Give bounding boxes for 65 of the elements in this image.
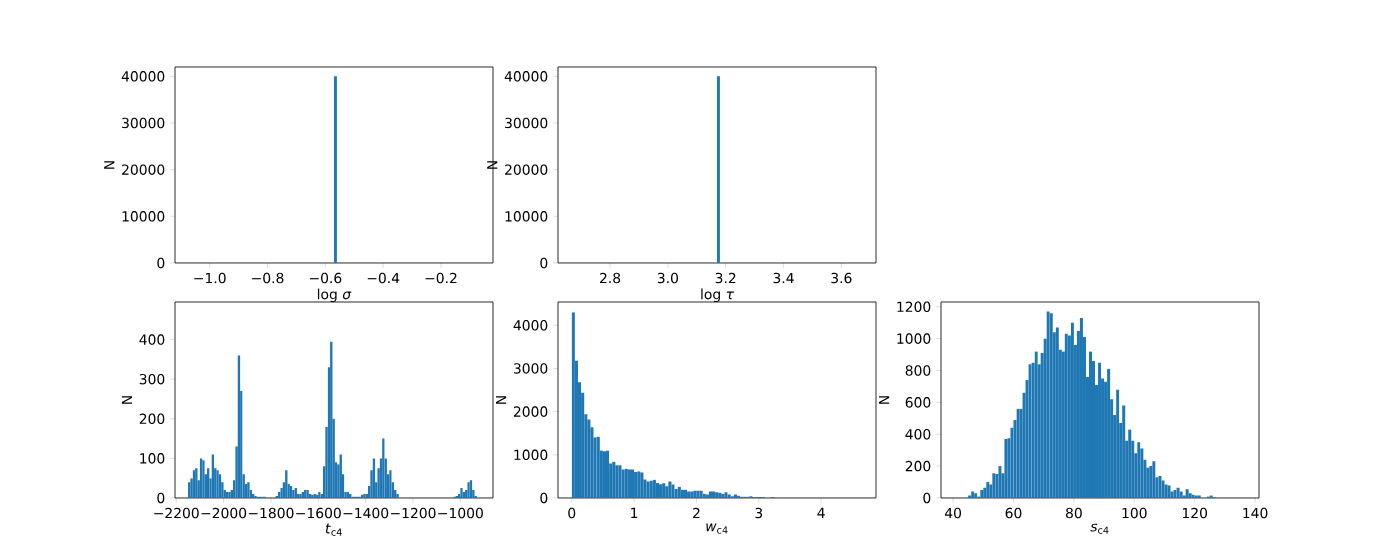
y-tick-label: 3000: [513, 363, 548, 374]
x-tick-label: 2: [693, 507, 700, 519]
y-tick-label: 10000: [505, 211, 548, 222]
x-tick-label: −0.6: [309, 272, 342, 284]
x-tick-label: −1600: [296, 507, 341, 519]
y-tick-label: 1000: [514, 449, 548, 461]
y-axis-title: N: [487, 161, 498, 169]
y-tick-label: 200: [905, 460, 931, 472]
y-tick-label: 0: [540, 257, 548, 269]
x-tick-label: 80: [1065, 507, 1082, 519]
y-tick-label: 100: [140, 453, 165, 464]
y-axis-title: N: [879, 396, 890, 404]
y-tick-label: 0: [923, 492, 931, 504]
x-axis-title: s$_{c4}$: [1090, 523, 1109, 534]
x-tick-label: −0.8: [252, 272, 284, 284]
y-tick-label: 40000: [121, 71, 165, 82]
y-tick-label: 10000: [122, 211, 165, 222]
y-tick-label: 4000: [513, 320, 548, 331]
y-tick-label: 800: [905, 365, 931, 376]
y-tick-label: 30000: [122, 117, 165, 129]
x-tick-label: 3.4: [773, 272, 794, 284]
x-tick-label: 100: [1122, 507, 1147, 519]
y-tick-label: 2000: [513, 406, 548, 417]
x-tick-label: 120: [1182, 507, 1208, 519]
y-tick-label: 1000: [897, 333, 931, 344]
x-tick-label: 140: [1243, 507, 1268, 519]
x-tick-label: 1: [631, 507, 638, 518]
x-tick-label: 3.6: [831, 272, 852, 284]
x-tick-label: −1400: [343, 507, 389, 519]
x-tick-label: −1200: [390, 507, 436, 519]
x-tick-label: −2200: [154, 507, 199, 519]
x-tick-label: 3: [755, 507, 763, 519]
x-tick-label: 3.0: [657, 272, 678, 284]
x-tick-label: 40: [944, 507, 962, 519]
x-axis-title: w$_{c4}$: [706, 523, 728, 534]
x-axis-title: log τ: [701, 288, 735, 303]
x-tick-label: −2000: [201, 507, 247, 519]
y-tick-label: 600: [905, 397, 931, 408]
x-tick-label: 60: [1005, 507, 1022, 519]
x-axis-title: log σ: [317, 288, 352, 303]
x-tick-label: 3.2: [715, 272, 736, 284]
x-tick-label: −0.4: [367, 272, 400, 284]
y-axis-title: N: [121, 396, 132, 404]
y-tick-label: 1200: [897, 301, 931, 313]
y-tick-label: 300: [139, 373, 165, 385]
y-tick-label: 200: [139, 413, 165, 425]
y-axis-title: N: [104, 161, 115, 169]
x-tick-label: 0: [568, 507, 576, 519]
y-tick-label: 20000: [505, 164, 548, 175]
y-tick-label: 40000: [504, 71, 548, 82]
y-tick-label: 400: [139, 334, 165, 345]
x-tick-label: −0.2: [425, 272, 457, 284]
y-axis-title: N: [496, 396, 507, 404]
y-tick-label: 20000: [122, 164, 165, 175]
y-tick-label: 0: [540, 492, 548, 504]
x-tick-label: 2.8: [600, 272, 621, 284]
y-tick-label: 0: [157, 257, 165, 269]
y-tick-label: 0: [157, 492, 165, 504]
x-tick-label: −1800: [248, 507, 294, 519]
x-axis-title: t$_{c4}$: [325, 523, 342, 536]
x-tick-label: −1.0: [194, 272, 226, 284]
y-tick-label: 400: [905, 428, 931, 440]
y-tick-label: 30000: [505, 117, 548, 129]
x-tick-label: 4: [817, 507, 825, 518]
x-tick-label: −1000: [438, 507, 483, 519]
